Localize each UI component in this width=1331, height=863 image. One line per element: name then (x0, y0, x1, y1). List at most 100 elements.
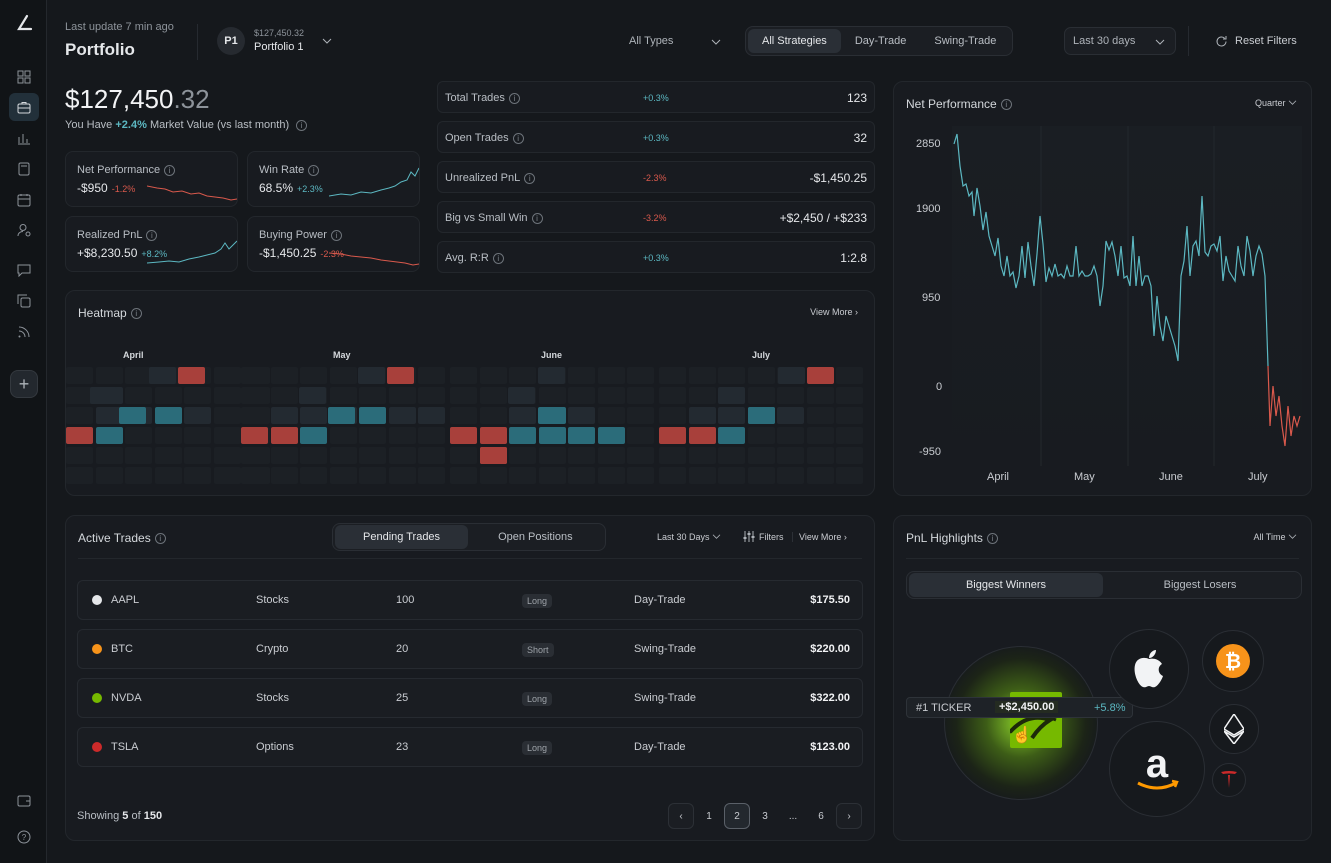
heatmap-cell[interactable] (450, 387, 477, 404)
heatmap-cell[interactable] (213, 467, 241, 484)
heatmap-cell[interactable] (747, 427, 775, 444)
heatmap-cell[interactable] (328, 407, 355, 424)
heatmap-cell[interactable] (688, 467, 716, 484)
heatmap-cell[interactable] (154, 407, 182, 424)
heatmap-cell[interactable] (66, 427, 93, 444)
heatmap-cell[interactable] (388, 427, 416, 444)
heatmap-cell[interactable] (329, 387, 357, 404)
amazon-bubble[interactable]: a (1109, 721, 1205, 817)
heatmap-cell[interactable] (627, 407, 654, 424)
reset-filters-button[interactable]: Reset Filters (1188, 26, 1297, 56)
heatmap-cell[interactable] (509, 467, 536, 484)
heatmap-cell[interactable] (241, 427, 268, 444)
heatmap-cell[interactable] (358, 367, 385, 384)
heatmap-cell[interactable] (479, 467, 507, 484)
heatmap-cell[interactable] (806, 387, 834, 404)
heatmap-cell[interactable] (568, 407, 595, 424)
heatmap-cell[interactable] (509, 367, 536, 384)
calendar-icon[interactable] (13, 189, 35, 211)
heatmap-cell[interactable] (66, 467, 93, 484)
heatmap-cell[interactable] (597, 467, 625, 484)
heatmap-cell[interactable] (568, 447, 595, 464)
heatmap-cell[interactable] (270, 387, 298, 404)
heatmap-cell[interactable] (300, 407, 327, 424)
table-row[interactable]: BTC Crypto 20 Swing-Trade $220.00 Short (77, 629, 863, 669)
tab-biggest-winners[interactable]: Biggest Winners (909, 573, 1103, 597)
heatmap-cell[interactable] (300, 447, 327, 464)
heatmap-cell[interactable] (777, 427, 804, 444)
heatmap-cell[interactable] (300, 467, 327, 484)
heatmap-cell[interactable] (597, 447, 625, 464)
heatmap-cell[interactable] (718, 427, 745, 444)
heatmap-cell[interactable] (125, 467, 152, 484)
next-page-button[interactable]: › (836, 803, 862, 829)
heatmap-cell[interactable] (688, 447, 716, 464)
heatmap-cell[interactable] (718, 387, 745, 404)
feed-icon[interactable] (13, 321, 35, 343)
heatmap-cell[interactable] (509, 447, 536, 464)
heatmap-cell[interactable] (479, 407, 507, 424)
heatmap-cell[interactable] (125, 367, 152, 384)
heatmap-cell[interactable] (388, 387, 416, 404)
heatmap-cell[interactable] (479, 387, 507, 404)
heatmap-cell[interactable] (300, 427, 327, 444)
heatmap-cell[interactable] (538, 467, 566, 484)
prev-page-button[interactable]: ‹ (668, 803, 694, 829)
heatmap-cell[interactable] (627, 467, 654, 484)
heatmap-cell[interactable] (450, 447, 477, 464)
tesla-bubble[interactable] (1212, 763, 1246, 797)
heatmap-cell[interactable] (66, 407, 93, 424)
heatmap-cell[interactable] (747, 467, 775, 484)
heatmap-cell[interactable] (450, 427, 477, 444)
heatmap-cell[interactable] (178, 367, 205, 384)
heatmap-cell[interactable] (300, 367, 327, 384)
heatmap-cell[interactable] (418, 367, 445, 384)
heatmap-cell[interactable] (95, 467, 123, 484)
heatmap-cell[interactable] (718, 407, 745, 424)
heatmap-cell[interactable] (627, 427, 654, 444)
table-row[interactable]: AAPL Stocks 100 Day-Trade $175.50 Long (77, 580, 863, 620)
heatmap-cell[interactable] (119, 407, 146, 424)
page-button[interactable]: 6 (818, 810, 824, 822)
heatmap-cell[interactable] (597, 367, 625, 384)
heatmap-cell[interactable] (213, 367, 241, 384)
heatmap-cell[interactable] (747, 387, 775, 404)
heatmap-cell[interactable] (418, 407, 445, 424)
heatmap-cell[interactable] (241, 407, 268, 424)
heatmap-cell[interactable] (836, 427, 863, 444)
heatmap-cell[interactable] (659, 407, 686, 424)
heatmap-cell[interactable] (836, 467, 863, 484)
heatmap-cell[interactable] (184, 447, 211, 464)
heatmap-cell[interactable] (659, 387, 686, 404)
heatmap-cell[interactable] (778, 367, 805, 384)
heatmap-cell[interactable] (659, 367, 686, 384)
heatmap-cell[interactable] (149, 367, 176, 384)
heatmap-cell[interactable] (627, 447, 654, 464)
calculator-icon[interactable] (13, 158, 35, 180)
heatmap-cell[interactable] (418, 387, 445, 404)
heatmap-cell[interactable] (718, 467, 745, 484)
heatmap-cell[interactable] (718, 367, 745, 384)
heatmap-cell[interactable] (806, 467, 834, 484)
heatmap-cell[interactable] (568, 387, 595, 404)
table-row[interactable]: NVDA Stocks 25 Swing-Trade $322.00 Long (77, 678, 863, 718)
heatmap-cell[interactable] (480, 447, 507, 464)
heatmap-cell[interactable] (329, 367, 357, 384)
range-filter[interactable]: Last 30 days (1064, 27, 1176, 55)
apple-bubble[interactable] (1109, 629, 1189, 709)
heatmap-cell[interactable] (329, 467, 357, 484)
wallet-icon[interactable] (13, 789, 35, 811)
heatmap-cell[interactable] (450, 467, 477, 484)
heatmap-cell[interactable] (388, 467, 416, 484)
heatmap-cell[interactable] (688, 387, 716, 404)
heatmap-cell[interactable] (836, 447, 863, 464)
chat-icon[interactable] (13, 259, 35, 281)
heatmap-cell[interactable] (777, 387, 804, 404)
period-select[interactable]: Quarter (1255, 98, 1297, 108)
heatmap-cell[interactable] (806, 407, 834, 424)
heatmap-cell[interactable] (125, 387, 152, 404)
heatmap-cell[interactable] (359, 427, 386, 444)
heatmap-cell[interactable] (777, 447, 804, 464)
heatmap-cell[interactable] (270, 407, 298, 424)
heatmap-cell[interactable] (388, 407, 416, 424)
